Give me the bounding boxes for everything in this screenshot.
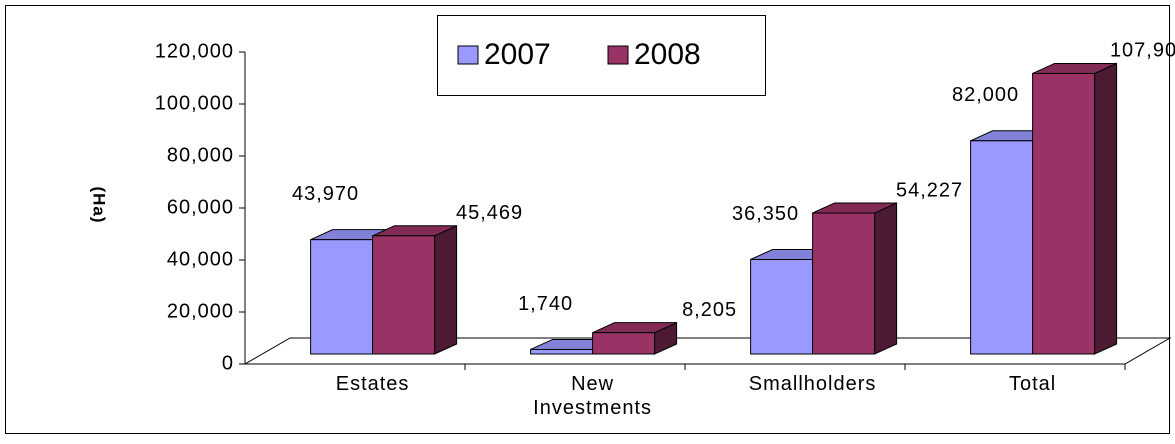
y-tick-label: 100,000: [155, 92, 234, 114]
y-tick-label: 120,000: [155, 40, 234, 62]
legend-swatch: [607, 45, 629, 65]
value-label: 54,227: [896, 179, 963, 201]
legend-label: 2007: [484, 38, 551, 71]
x-tick-label-box: Total: [1008, 373, 1057, 395]
bar: [530, 348, 594, 355]
value-label: 107,900: [1110, 40, 1175, 62]
bar-side: [434, 225, 458, 355]
bar: [812, 212, 876, 355]
bar: [1032, 72, 1096, 355]
x-tick-label: New Investments: [533, 373, 652, 419]
bar-side: [1094, 62, 1118, 355]
x-tick-label-box: New Investments: [533, 373, 652, 419]
x-tick-label-box: Smallholders: [748, 373, 877, 395]
value-label: 36,350: [732, 203, 799, 225]
y-tick-label: 60,000: [167, 196, 234, 218]
y-tick-label: 80,000: [167, 144, 234, 166]
value-label: 43,970: [292, 183, 359, 205]
x-tick-label: Estates: [335, 373, 410, 395]
value-label: 45,469: [456, 202, 523, 224]
floor: [243, 337, 1172, 365]
legend-label: 2008: [634, 38, 701, 71]
value-label: 8,205: [682, 299, 737, 321]
legend: [437, 15, 766, 96]
y-tick-label: 0: [222, 352, 234, 374]
y-tick-label: 20,000: [167, 300, 234, 322]
x-tick-label-box: Estates: [335, 373, 410, 395]
bar: [592, 332, 656, 355]
bar: [310, 239, 374, 355]
bar: [750, 258, 814, 355]
value-label: 82,000: [952, 84, 1019, 106]
bar: [372, 235, 436, 355]
x-tick-label: Total: [1008, 373, 1057, 395]
bar: [970, 140, 1034, 355]
legend-swatch: [457, 45, 479, 65]
y-axis-label: (Ha): [90, 186, 109, 223]
value-label: 1,740: [518, 293, 573, 315]
y-tick-label: 40,000: [167, 248, 234, 270]
bar-side: [874, 202, 898, 355]
x-tick-label: Smallholders: [748, 373, 877, 395]
